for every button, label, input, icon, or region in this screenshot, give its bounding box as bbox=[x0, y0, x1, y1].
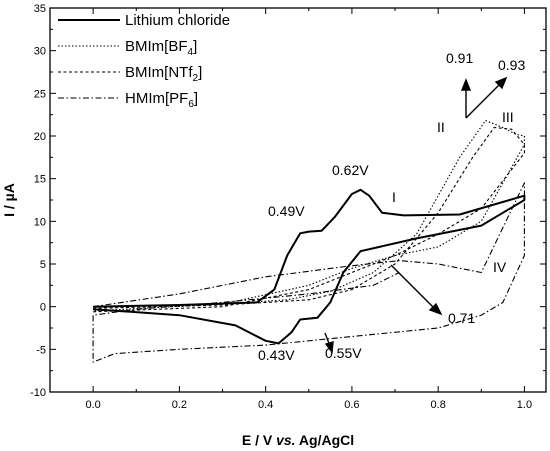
y-axis-title: I / µA bbox=[1, 183, 17, 217]
legend-label-part: BMIm[NTf bbox=[125, 64, 193, 81]
arrow-071-head bbox=[428, 302, 443, 316]
y-tick-label: 15 bbox=[34, 174, 46, 186]
annotation-val-093: 0.93 bbox=[498, 57, 525, 73]
arrow-071 bbox=[390, 264, 435, 309]
arrow-093 bbox=[465, 83, 501, 119]
annotation-label-II: II bbox=[437, 119, 445, 135]
y-tick-label: 5 bbox=[40, 259, 46, 271]
annotation-label-III: III bbox=[502, 109, 514, 125]
axes: 0.0 0.2 0.4 0.6 0.8 1.0 -10 -5 0 5 10 15 20 25 30 35 E /… bbox=[1, 3, 547, 448]
legend-label-part: 2 bbox=[193, 73, 199, 84]
annotation-val-071: 0.71 bbox=[448, 310, 475, 326]
series-line-3 bbox=[92, 182, 525, 363]
legend-label-part: HMIm[PF bbox=[125, 90, 188, 107]
y-tick-label: 25 bbox=[34, 88, 46, 100]
legend-label-part: ] bbox=[193, 38, 197, 55]
legend-label-3: HMIm[PF6] bbox=[125, 90, 198, 110]
x-axis-title: E / V vs. Ag/AgCl bbox=[242, 432, 354, 448]
y-tick-label: 10 bbox=[34, 216, 46, 228]
annotation-val-091: 0.91 bbox=[446, 50, 473, 66]
legend-label-part: 6 bbox=[188, 99, 194, 110]
legend-label-1: BMIm[BF4] bbox=[125, 38, 197, 58]
legend: Lithium chlorideBMIm[BF4]BMIm[NTf2]HMIm[… bbox=[58, 12, 230, 110]
series-line-1 bbox=[93, 120, 525, 312]
y-tick-label: -5 bbox=[36, 344, 46, 356]
y-tick-label: 30 bbox=[34, 46, 46, 58]
legend-label-0: Lithium chloride bbox=[125, 12, 230, 29]
legend-label-2: BMIm[NTf2] bbox=[125, 64, 202, 84]
series-line-2 bbox=[93, 126, 525, 313]
y-tick-label: 0 bbox=[40, 302, 46, 314]
annotation-peak-049: 0.49V bbox=[268, 203, 305, 219]
x-tick-label: 1.0 bbox=[517, 399, 532, 411]
series-line-0 bbox=[93, 188, 526, 345]
arrow-093-head bbox=[494, 76, 508, 90]
annotations: 0.49V 0.62V I II III IV 0.91 0.93 0.71 0… bbox=[258, 50, 525, 363]
x-axis-title-part: vs. bbox=[276, 432, 295, 448]
x-tick-label: 0.0 bbox=[85, 399, 100, 411]
annotation-label-IV: IV bbox=[493, 259, 507, 275]
legend-label-part: 4 bbox=[188, 47, 194, 58]
legend-label-part: Lithium chloride bbox=[125, 12, 230, 29]
arrow-055-head bbox=[324, 341, 334, 354]
legend-label-part: ] bbox=[198, 64, 202, 81]
y-tick-label: 20 bbox=[34, 131, 46, 143]
annotation-label-I: I bbox=[392, 189, 396, 205]
y-tick-label: 35 bbox=[34, 3, 46, 15]
x-axis-title-part: E / V bbox=[242, 432, 276, 448]
annotation-arrows bbox=[324, 76, 508, 354]
x-axis-title-part: Ag/AgCl bbox=[296, 432, 355, 448]
x-tick-label: 0.2 bbox=[172, 399, 187, 411]
annotation-peak-062: 0.62V bbox=[332, 162, 369, 178]
annotation-val-055: 0.55V bbox=[325, 345, 362, 361]
x-tick-label: 0.8 bbox=[431, 399, 446, 411]
annotation-val-043: 0.43V bbox=[258, 347, 295, 363]
series-curves bbox=[92, 120, 526, 363]
x-tick-label: 0.4 bbox=[258, 399, 273, 411]
legend-label-part: ] bbox=[194, 90, 198, 107]
arrow-091-head bbox=[460, 78, 472, 91]
y-tick-label: -10 bbox=[30, 387, 46, 399]
x-tick-label: 0.6 bbox=[344, 399, 359, 411]
legend-label-part: BMIm[BF bbox=[125, 38, 188, 55]
